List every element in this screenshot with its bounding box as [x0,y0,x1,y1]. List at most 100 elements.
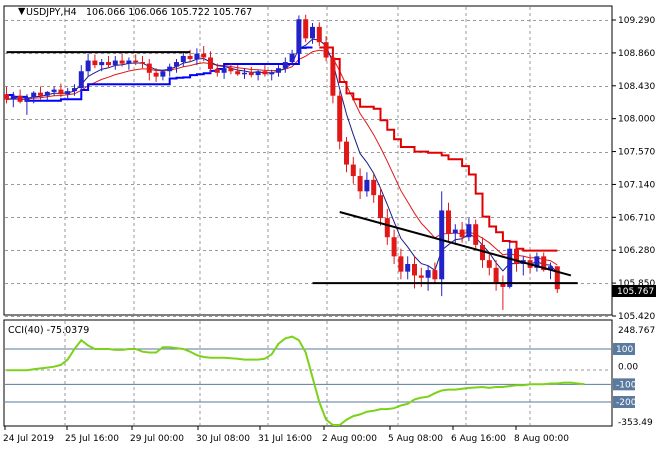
candle-body [425,270,431,278]
candle-body [357,176,363,192]
candle-body [248,72,254,76]
candle-body [153,72,159,77]
candle-body [201,53,207,58]
time-tick-label: 2 Aug 00:00 [322,434,377,444]
cci-tick-label: -100 [616,380,637,390]
cci-line [6,335,585,426]
candle-body [262,71,268,75]
time-tick-label: 29 Jul 00:00 [130,434,184,444]
candle-body [418,275,424,278]
candle-body [541,256,547,271]
price-tick-label: 108.000 [618,115,655,125]
symbol-arrow-icon[interactable]: ▼ [18,6,26,17]
candle-body [473,224,479,245]
cci-tick-label: 0.00 [618,363,638,373]
candle-body [4,94,9,100]
candle-body [296,19,302,54]
candle-body [235,71,241,75]
candle-body [412,263,417,276]
candle-body [514,248,519,264]
candle-body [221,68,227,73]
candle-body [398,256,404,272]
time-tick-label: 25 Jul 16:00 [65,434,119,444]
candle-body [180,55,186,63]
symbol-title: USDJPY,H4 [26,7,77,18]
candle-body [99,62,105,66]
candle-body [126,60,132,64]
candle-body [31,92,37,98]
candle-body [391,237,397,257]
candle-body [17,95,23,102]
price-tick-label: 108.860 [618,49,655,59]
candle-body [323,42,329,58]
cci-tick-label: 100 [616,345,633,355]
candle-body [316,26,322,43]
indicator-pane[interactable] [3,319,613,427]
cci-top-scale: 248.767 [618,326,655,336]
candle-body [38,92,43,96]
price-tick-label: 106.710 [618,213,655,223]
price-axis: 109.290 108.860 108.430 108.000 107.570 107.1… [612,16,655,322]
price-tick-label: 108.430 [618,82,655,92]
candle-body [276,68,281,73]
cci-axis: 100 0.00 -100 -200 [613,343,638,409]
candle-body [534,256,540,268]
candle-body [167,66,173,72]
candle-body [140,62,145,64]
candle-body [119,60,125,64]
price-tick-label: 107.570 [618,148,655,158]
indicator-title: CCI(40) -75.0379 [8,325,89,336]
candle-body [466,224,472,238]
candle-body [214,68,220,73]
ohlc-values: 106.066 106.066 105.722 105.767 [86,7,252,18]
time-tick-label: 24 Jul 2019 [3,434,54,444]
candle-body [554,266,560,290]
trend-line[interactable] [339,211,572,277]
price-tick-label: 109.290 [618,16,655,26]
candle-body [459,229,465,238]
candle-body [174,62,179,67]
cci-bottom-scale: -353.49 [618,418,653,428]
candle-body [452,229,458,234]
candle-body [364,179,370,192]
candle-body [337,95,343,142]
price-tick-label: 107.140 [618,180,655,190]
candle-body [405,263,411,272]
time-tick-label: 30 Jul 08:00 [196,434,250,444]
candle-body [194,53,200,60]
trend-lines[interactable] [6,51,578,285]
candle-body [289,53,295,63]
candle-body [432,270,438,280]
cci-tick-label: -200 [616,398,637,408]
candle-body [486,260,492,268]
candle-body [255,71,261,76]
candle-body [548,266,553,271]
candle-body [371,179,377,196]
price-tick-label: 105.850 [618,279,655,289]
candle-body [10,95,16,100]
price-tick-label: 106.280 [618,246,655,256]
candle-body [310,26,315,39]
candle-body [439,210,445,280]
time-tick-label: 5 Aug 08:00 [388,434,443,444]
candle-body [344,141,349,165]
candle-body [112,60,118,66]
candle-body [228,68,234,72]
candle-body [133,60,139,63]
candle-body [51,89,57,92]
candle-body [78,71,84,89]
candle-body [507,248,513,287]
candle-body [160,71,166,77]
candle-body [187,55,193,60]
candle-body [58,89,64,95]
price-tick-label: 105.420 [618,312,655,322]
candle-body [65,91,71,95]
candle-body [72,88,77,92]
candle-body [146,63,152,73]
cci-series [6,335,585,426]
candle-body [269,72,275,75]
candle-body [303,19,309,39]
current-price-box [612,285,656,297]
candle-body [446,210,451,234]
